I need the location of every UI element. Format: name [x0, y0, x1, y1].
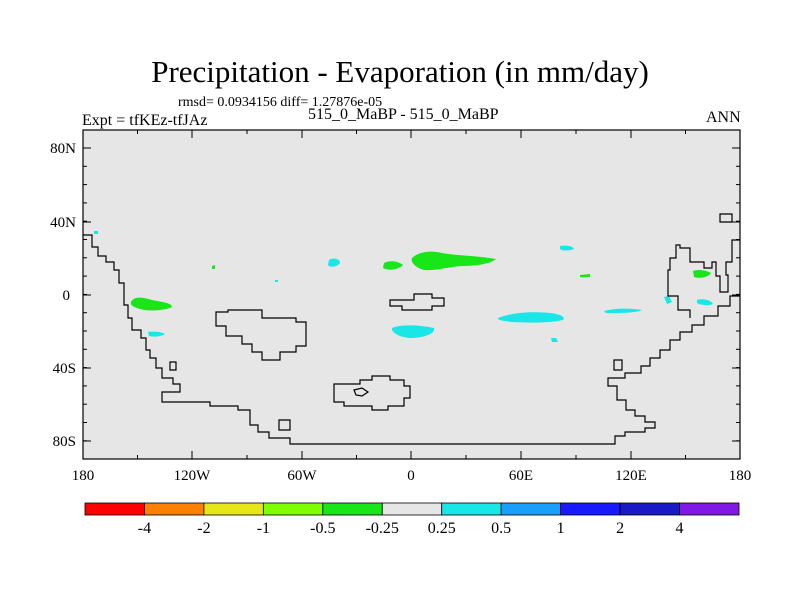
- season-label: ANN: [706, 109, 741, 126]
- coast-small-island-3: [613, 359, 623, 371]
- anomaly-neg-2: [411, 251, 496, 271]
- anomaly-pos-3: [391, 325, 435, 338]
- colorbar-label: 2: [616, 520, 624, 537]
- longitude-labels: 180 120W 60W 0 60E 120E 180: [72, 468, 752, 484]
- anomaly-neg-5: [212, 265, 215, 269]
- case-label: 515_0_MaBP - 515_0_MaBP: [308, 106, 499, 123]
- lat-label-80s: 80S: [53, 434, 76, 450]
- anomaly-pos-11: [275, 280, 278, 282]
- lon-label-0: 0: [407, 468, 415, 484]
- colorbar-swatch: [619, 502, 680, 516]
- axis-ticks: [82, 130, 741, 459]
- colorbar-label: -1: [257, 520, 270, 537]
- colorbar-swatch: [144, 502, 205, 516]
- colorbar-label: -0.25: [366, 520, 399, 537]
- colorbar-swatch: [203, 502, 264, 516]
- lat-label-40s: 40S: [53, 361, 76, 377]
- colorbar-label: -0.5: [310, 520, 335, 537]
- anomaly-pos-7: [148, 331, 165, 337]
- coastlines: [83, 213, 740, 445]
- lon-label-60w: 60W: [287, 468, 317, 484]
- coast-southern-island: [333, 375, 411, 411]
- anomaly-pos-4: [328, 258, 340, 267]
- lon-label-60e: 60E: [509, 468, 533, 484]
- anomaly-pos-6: [697, 299, 713, 306]
- coast-central-landmass: [215, 309, 307, 361]
- coast-west-continent: [83, 234, 740, 445]
- colorbar-swatch: [441, 502, 502, 516]
- lat-label-40n: 40N: [50, 215, 76, 231]
- colorbar-swatch: [322, 502, 383, 516]
- colorbar-swatch: [262, 502, 324, 516]
- anomaly-pos-5: [560, 245, 574, 251]
- lon-label-180w: 180: [72, 468, 95, 484]
- positive-anomaly-regions: [94, 231, 713, 342]
- anomaly-neg-4: [693, 269, 711, 278]
- coast-equatorial-island: [389, 293, 445, 311]
- negative-anomaly-regions: [130, 251, 711, 311]
- colorbar-label: 0.5: [491, 520, 511, 537]
- colorbar-label: 0.25: [428, 520, 456, 537]
- coast-southern-inner-island: [353, 387, 370, 397]
- anomaly-pos-8: [664, 296, 672, 304]
- coast-small-island-2: [278, 419, 291, 431]
- colorbar: -4 -2 -1 -0.5 -0.25 0.25 0.5 1 2 4: [84, 502, 740, 537]
- colorbar-label: -4: [138, 520, 151, 537]
- anomaly-neg-3: [383, 261, 403, 270]
- colorbar-label: 1: [557, 520, 565, 537]
- lat-label-0: 0: [63, 288, 71, 304]
- latitude-labels: 80N 40N 0 40S 80S: [50, 141, 76, 450]
- chart-title: Precipitation - Evaporation (in mm/day): [151, 54, 649, 89]
- anomaly-neg-6: [580, 274, 590, 277]
- lon-label-180e: 180: [729, 468, 752, 484]
- map-plot-area: [83, 130, 740, 459]
- anomaly-pos-1: [497, 312, 564, 323]
- coast-small-island-1: [169, 361, 177, 371]
- experiment-label: Expt = tfKEz-tfJAz: [82, 112, 208, 129]
- colorbar-swatch: [679, 502, 740, 516]
- anomaly-pos-9: [551, 338, 558, 342]
- lat-label-80n: 80N: [50, 141, 76, 157]
- lon-label-120w: 120W: [174, 468, 212, 484]
- anomaly-pos-2: [604, 308, 642, 313]
- anomaly-pos-10: [94, 231, 98, 234]
- colorbar-swatch: [84, 502, 145, 516]
- anomaly-neg-1: [130, 297, 172, 311]
- coast-east-continent: [667, 239, 740, 318]
- colorbar-swatch: [381, 502, 443, 516]
- colorbar-swatch: [560, 502, 621, 516]
- colorbar-label: -2: [197, 520, 210, 537]
- colorbar-label: 4: [676, 520, 684, 537]
- stats-label: rmsd= 0.0934156 diff= 1.27876e-05: [178, 95, 383, 110]
- lon-label-120e: 120E: [615, 468, 647, 484]
- colorbar-swatch: [500, 502, 562, 516]
